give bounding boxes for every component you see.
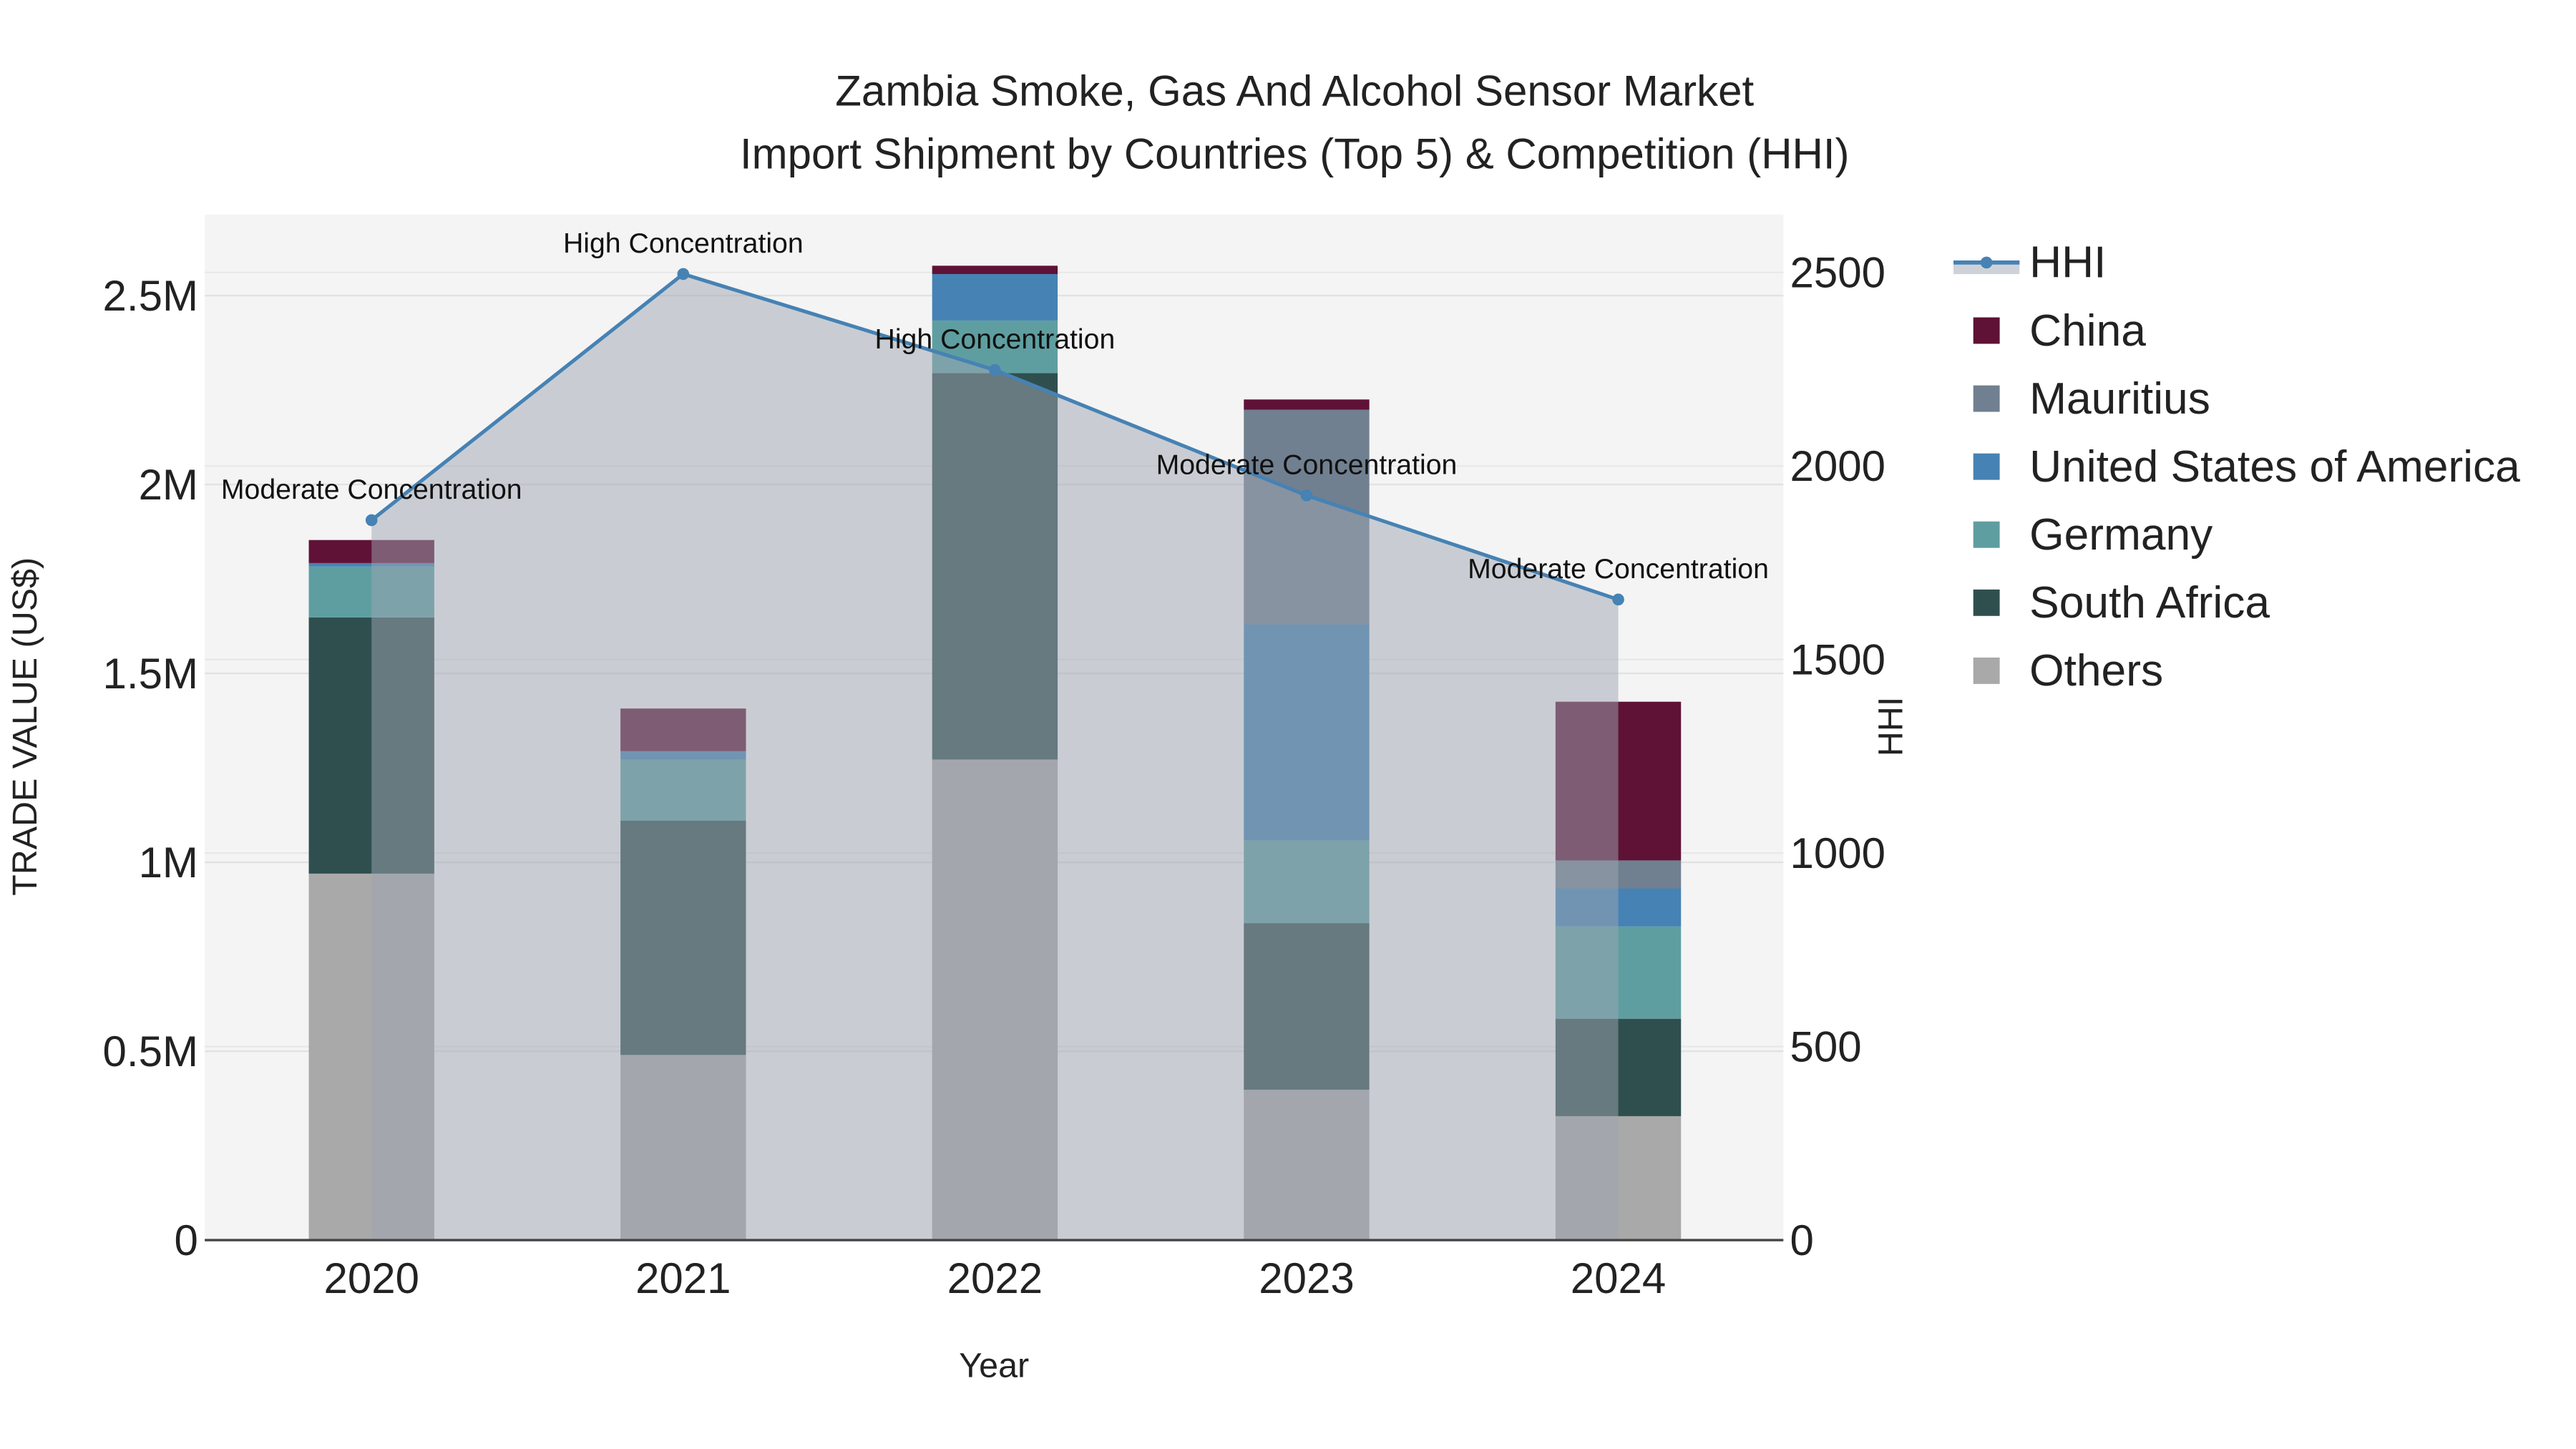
legend-swatch-hhi-marker xyxy=(1980,256,1993,269)
hhi-area xyxy=(371,273,1619,1241)
y2-tick-label: 1000 xyxy=(1790,829,1885,877)
x-tick-label: 2023 xyxy=(1259,1254,1354,1302)
legend-label: Others xyxy=(2029,646,2163,696)
y-tick-label: 1.5M xyxy=(103,650,198,698)
legend-label: China xyxy=(2029,306,2146,356)
hhi-annotation: High Concentration xyxy=(875,323,1116,355)
y-tick-label: 2M xyxy=(139,461,198,509)
x-tick-label: 2020 xyxy=(323,1254,419,1302)
hhi-annotation: High Concentration xyxy=(563,228,804,259)
y2-tick-label: 500 xyxy=(1790,1023,1862,1070)
hhi-point xyxy=(1300,489,1313,502)
hhi-annotation: Moderate Concentration xyxy=(1468,553,1769,585)
y2-axis-title: HHI xyxy=(1871,697,1910,756)
hhi-point xyxy=(677,268,690,280)
legend-swatch xyxy=(1973,317,2000,344)
x-tick-label: 2024 xyxy=(1571,1254,1666,1302)
y-tick-label: 2.5M xyxy=(103,272,198,320)
legend-label: Mauritius xyxy=(2029,374,2210,424)
y2-tick-label: 2000 xyxy=(1790,442,1885,490)
bar-china xyxy=(1244,399,1370,410)
chart-title-line2: Import Shipment by Countries (Top 5) & C… xyxy=(740,130,1850,177)
legend-label: South Africa xyxy=(2029,578,2270,628)
hhi-annotation: Moderate Concentration xyxy=(1156,449,1458,480)
hhi-point xyxy=(1612,593,1624,606)
hhi-point xyxy=(989,364,1001,376)
legend-label: Germany xyxy=(2029,510,2213,560)
chart-title-line1: Zambia Smoke, Gas And Alcohol Sensor Mar… xyxy=(835,67,1754,115)
x-tick-label: 2022 xyxy=(947,1254,1043,1302)
y2-tick-label: 0 xyxy=(1790,1216,1814,1264)
y2-tick-label: 1500 xyxy=(1790,635,1885,683)
y-axis-title: TRADE VALUE (US$) xyxy=(6,557,44,896)
y2-tick-label: 2500 xyxy=(1790,249,1885,297)
x-tick-label: 2021 xyxy=(635,1254,731,1302)
bar-china xyxy=(932,265,1058,274)
legend-swatch xyxy=(1973,453,2000,480)
hhi-annotation: Moderate Concentration xyxy=(221,474,522,505)
legend-swatch xyxy=(1973,657,2000,684)
legend-swatch xyxy=(1973,589,2000,616)
bar-united-states-of-america xyxy=(932,273,1058,321)
hhi-point xyxy=(365,514,378,527)
y-tick-label: 0.5M xyxy=(103,1028,198,1075)
legend-label: HHI xyxy=(2029,238,2106,288)
legend-label: United States of America xyxy=(2029,442,2520,492)
y-tick-label: 0 xyxy=(175,1216,198,1264)
legend-swatch xyxy=(1973,521,2000,548)
legend-swatch xyxy=(1973,385,2000,412)
x-axis-title: Year xyxy=(959,1347,1029,1385)
y-tick-label: 1M xyxy=(139,839,198,887)
